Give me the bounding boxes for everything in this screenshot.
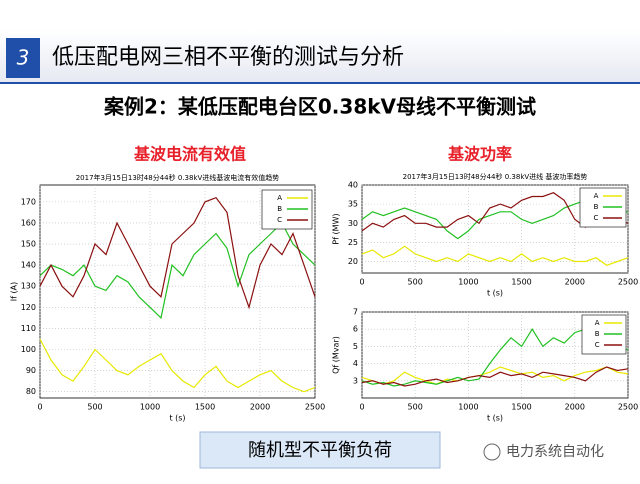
chart-heading: 基波功率 bbox=[447, 145, 512, 164]
y-tick-label: 7 bbox=[353, 308, 358, 317]
legend-label: A bbox=[277, 194, 282, 202]
x-tick-label: 1500 bbox=[511, 403, 531, 412]
section-number: 3 bbox=[17, 46, 30, 70]
y-tick-label: 4 bbox=[353, 359, 358, 368]
x-tick-label: 2000 bbox=[565, 278, 585, 287]
y-tick-label: 25 bbox=[348, 238, 358, 247]
series-line bbox=[361, 366, 629, 387]
y-tick-label: 3 bbox=[353, 376, 358, 385]
x-tick-label: 500 bbox=[408, 278, 423, 287]
x-axis-label: t (s) bbox=[169, 414, 185, 423]
y-tick-label: 35 bbox=[348, 200, 358, 209]
series-line bbox=[39, 196, 316, 310]
x-tick-label: 2500 bbox=[305, 403, 325, 412]
y-tick-label: 160 bbox=[21, 218, 36, 227]
y-tick-label: 30 bbox=[348, 219, 358, 228]
y-tick-label: 100 bbox=[21, 345, 36, 354]
x-tick-label: 1500 bbox=[511, 278, 531, 287]
chart-title: 2017年3月15日13时48分44秒 0.38kV进线 基波功率趋势 bbox=[403, 172, 588, 181]
y-tick-label: 150 bbox=[21, 240, 36, 249]
x-axis-label: t (s) bbox=[487, 414, 503, 423]
footer-label: 随机型不平衡负荷 bbox=[248, 440, 392, 461]
y-tick-label: 130 bbox=[21, 282, 36, 291]
chart-heading: 基波电流有效值 bbox=[133, 145, 246, 164]
y-axis-label: Pf (MW) bbox=[332, 213, 341, 244]
x-tick-label: 2500 bbox=[618, 403, 638, 412]
legend-label: C bbox=[277, 216, 282, 224]
y-tick-label: 90 bbox=[26, 366, 36, 375]
series-line bbox=[361, 366, 629, 385]
x-tick-label: 0 bbox=[359, 403, 364, 412]
legend-label: C bbox=[595, 341, 600, 349]
legend-label: A bbox=[595, 319, 600, 327]
y-tick-label: 110 bbox=[21, 324, 36, 333]
x-tick-label: 500 bbox=[87, 403, 102, 412]
legend-label: C bbox=[594, 214, 599, 222]
y-axis-label: If (A) bbox=[10, 282, 19, 301]
subtitle: 案例2：某低压配电台区0.38kV母线不平衡测试 bbox=[103, 95, 536, 119]
legend-label: B bbox=[277, 205, 282, 213]
y-axis-label: Qf (Mvar) bbox=[332, 336, 341, 374]
y-tick-label: 6 bbox=[353, 325, 358, 334]
x-tick-label: 2000 bbox=[250, 403, 270, 412]
x-axis-label: t (s) bbox=[487, 289, 503, 298]
y-tick-label: 170 bbox=[21, 197, 36, 206]
x-tick-label: 500 bbox=[408, 403, 423, 412]
number-box bbox=[6, 38, 40, 78]
series-line bbox=[361, 245, 629, 266]
y-tick-label: 80 bbox=[26, 387, 36, 396]
y-tick-label: 120 bbox=[21, 303, 36, 312]
wechat-icon bbox=[483, 443, 501, 461]
footer-box bbox=[199, 431, 441, 469]
x-tick-label: 2000 bbox=[565, 403, 585, 412]
x-tick-label: 2500 bbox=[618, 278, 638, 287]
legend-label: B bbox=[595, 330, 600, 338]
y-tick-label: 20 bbox=[348, 257, 358, 266]
series-line bbox=[39, 338, 316, 393]
y-tick-label: 140 bbox=[21, 261, 36, 270]
watermark: 电力系统自动化 bbox=[506, 444, 604, 460]
chart-title: 2017年3月15日13时48分44秒 0.38kV进线基波电流有效值趋势 bbox=[76, 173, 280, 182]
x-tick-label: 0 bbox=[37, 403, 42, 412]
header-title: 低压配电网三相不平衡的测试与分析 bbox=[52, 45, 404, 70]
x-tick-label: 0 bbox=[359, 278, 364, 287]
header-band bbox=[0, 30, 640, 82]
legend-label: A bbox=[594, 192, 599, 200]
legend-label: B bbox=[594, 203, 599, 211]
y-tick-label: 5 bbox=[353, 342, 358, 351]
y-tick-label: 40 bbox=[348, 181, 358, 190]
x-tick-label: 1500 bbox=[195, 403, 215, 412]
x-tick-label: 1000 bbox=[140, 403, 160, 412]
x-tick-label: 1000 bbox=[458, 278, 478, 287]
x-tick-label: 1000 bbox=[458, 403, 478, 412]
